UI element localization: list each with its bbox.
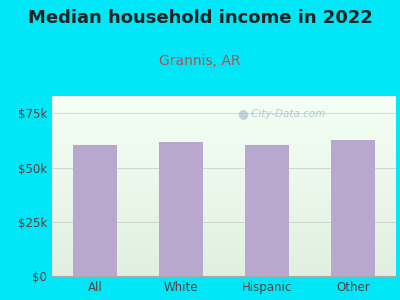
Text: City-Data.com: City-Data.com bbox=[248, 109, 326, 118]
Bar bbox=[159, 142, 203, 276]
Text: Median household income in 2022: Median household income in 2022 bbox=[28, 9, 372, 27]
Text: Grannis, AR: Grannis, AR bbox=[159, 54, 241, 68]
Bar bbox=[73, 145, 117, 276]
Bar bbox=[331, 140, 375, 276]
Text: ●: ● bbox=[238, 107, 249, 120]
Bar bbox=[245, 146, 289, 276]
